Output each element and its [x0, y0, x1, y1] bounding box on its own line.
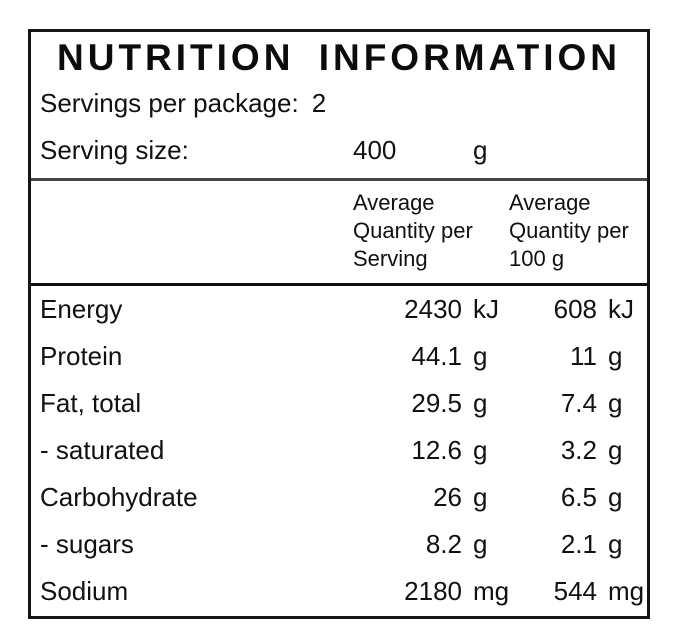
table-row: Sodium 2180 mg 544 mg: [31, 568, 647, 615]
serving-size-value: 400: [353, 135, 397, 165]
value-per-serving: 29.5: [411, 388, 462, 418]
panel-title: NUTRITION INFORMATION: [57, 37, 621, 78]
value-per-100g: 2.1: [560, 529, 597, 559]
value-per-serving: 44.1: [411, 341, 462, 371]
nutrient-name: Carbohydrate: [40, 482, 198, 512]
column-headers-row: Average Quantity per Serving Average Qua…: [31, 181, 647, 283]
unit-per-100g: g: [608, 341, 623, 371]
value-per-serving: 12.6: [411, 435, 462, 465]
value-per-100g: 608: [553, 294, 597, 324]
unit-per-100g: mg: [608, 576, 645, 606]
divider-header: [31, 283, 647, 286]
value-per-serving: 2430: [404, 294, 462, 324]
nutrient-name: Protein: [40, 341, 123, 371]
unit-per-serving: kJ: [473, 294, 499, 324]
unit-per-100g: g: [608, 482, 623, 512]
value-per-100g: 544: [553, 576, 597, 606]
nutrient-table: Energy 2430 kJ 608 kJ Protein 44.1 g 11 …: [31, 286, 647, 615]
serving-size-unit: g: [473, 135, 488, 165]
servings-per-package-label: Servings per package:: [40, 88, 299, 118]
unit-per-serving: g: [473, 341, 488, 371]
nutrient-name: Energy: [40, 294, 123, 324]
unit-per-100g: g: [608, 435, 623, 465]
servings-per-package-value: 2: [311, 88, 327, 118]
unit-per-serving: g: [473, 388, 488, 418]
table-row: - saturated 12.6 g 3.2 g: [31, 427, 647, 474]
table-row: Fat, total 29.5 g 7.4 g: [31, 380, 647, 427]
nutrient-name: - saturated: [40, 435, 165, 465]
divider-top: [31, 178, 647, 181]
table-row: Protein 44.1 g 11 g: [31, 333, 647, 380]
nutrient-name: Sodium: [40, 576, 129, 606]
table-row: Carbohydrate 26 g 6.5 g: [31, 474, 647, 521]
value-per-100g: 7.4: [560, 388, 597, 418]
unit-per-serving: g: [473, 529, 488, 559]
unit-per-serving: g: [473, 435, 488, 465]
unit-per-100g: g: [608, 529, 623, 559]
value-per-100g: 3.2: [560, 435, 597, 465]
value-per-100g: 6.5: [560, 482, 597, 512]
value-per-100g: 11: [570, 341, 597, 371]
unit-per-serving: g: [473, 482, 488, 512]
table-row: Energy 2430 kJ 608 kJ: [31, 286, 647, 333]
column-header-per-100g: Average Quantity per 100 g: [509, 190, 629, 271]
nutrient-name: Fat, total: [40, 388, 142, 418]
value-per-serving: 8.2: [425, 529, 462, 559]
table-row: - sugars 8.2 g 2.1 g: [31, 521, 647, 568]
serving-size-label: Serving size:: [40, 135, 189, 165]
serving-size-row: Serving size: 400 g: [31, 135, 647, 165]
servings-per-package-row: Servings per package: 2: [31, 88, 647, 118]
value-per-serving: 2180: [404, 576, 462, 606]
unit-per-serving: mg: [473, 576, 510, 606]
unit-per-100g: g: [608, 388, 623, 418]
column-header-per-serving: Average Quantity per Serving: [353, 190, 473, 271]
unit-per-100g: kJ: [608, 294, 634, 324]
nutrient-name: - sugars: [40, 529, 134, 559]
value-per-serving: 26: [433, 482, 462, 512]
nutrition-panel: NUTRITION INFORMATION Servings per packa…: [28, 29, 650, 619]
